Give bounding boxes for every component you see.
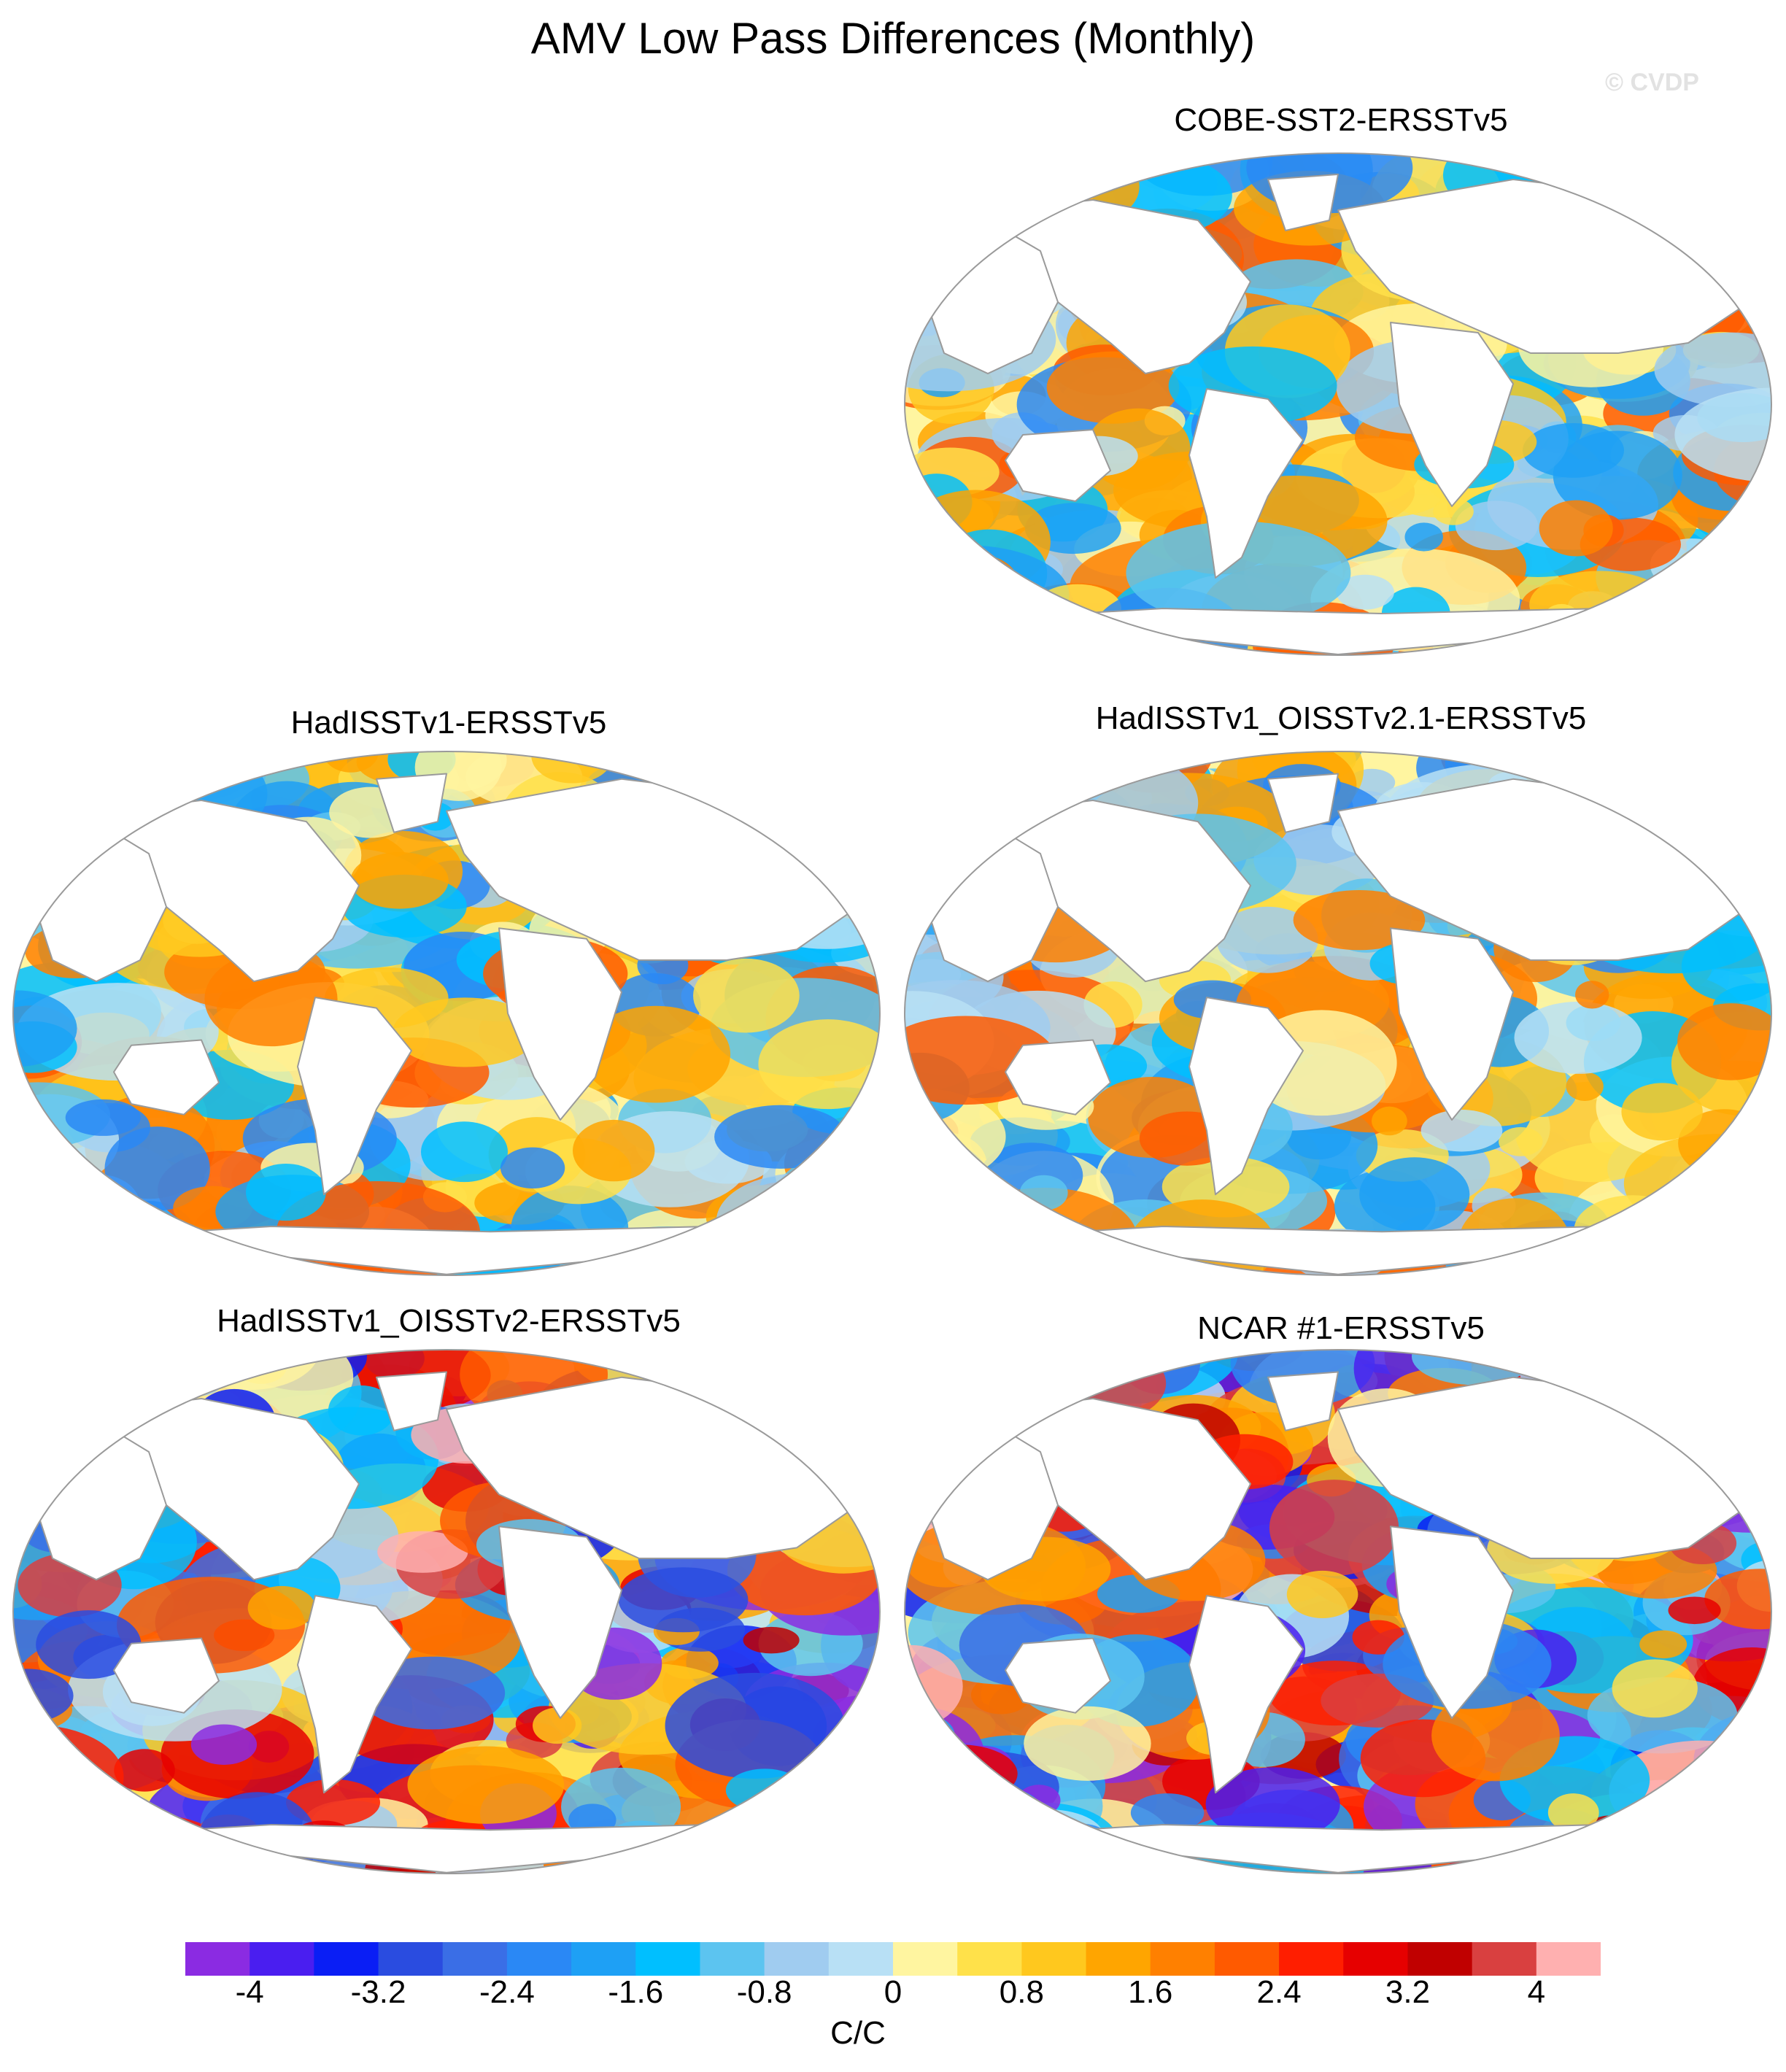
colorbar-swatch [1150,1942,1215,1976]
colorbar-tick-label: -0.8 [736,1974,792,2010]
field-layer [13,751,880,1275]
colorbar-units: C/C [830,2015,886,2051]
colorbar [185,1942,1601,1976]
map-hadoi2 [12,1349,881,1874]
map-frame [12,751,881,1276]
colorbar-tick-label: 1.6 [1128,1974,1173,2010]
colorbar-swatch [635,1942,700,1976]
colorbar-swatch [1279,1942,1344,1976]
colorbar-tick-label: 4 [1527,1974,1546,2010]
colorbar-tick-label: 2.4 [1256,1974,1302,2010]
panel-title-ncar: NCAR #1-ERSSTv5 [1197,1310,1485,1346]
field-layer [905,751,1771,1275]
land-layer [926,773,1750,1275]
colorbar-swatch [1214,1942,1280,1976]
colorbar-swatch [250,1942,314,1976]
map-cobe [904,152,1772,656]
colorbar-swatch [314,1942,379,1976]
colorbar-swatch [957,1942,1022,1976]
colorbar-tick-label: -2.4 [479,1974,535,2010]
colorbar-swatch [828,1942,894,1976]
panel-title-cobe: COBE-SST2-ERSSTv5 [1174,102,1508,138]
map-hadoi21 [904,751,1772,1276]
map-frame [904,152,1772,656]
colorbar-tick-label: -4 [235,1974,264,2010]
field-layer [905,1350,1771,1874]
map-ncar [904,1349,1772,1874]
panel-title-hadoi21: HadISSTv1_OISSTv2.1-ERSSTv5 [1095,700,1587,736]
colorbar-tick-label: 0 [884,1974,902,2010]
colorbar-tick-label: -3.2 [350,1974,406,2010]
map-frame [12,1349,881,1874]
panel-title-hadoi2: HadISSTv1_OISSTv2-ERSSTv5 [217,1303,681,1339]
colorbar-tick-label: -1.6 [608,1974,664,2010]
colorbar-swatch [1343,1942,1408,1976]
colorbar-tick-label: 3.2 [1385,1974,1431,2010]
colorbar-swatch [764,1942,830,1976]
field-layer [13,1350,880,1874]
colorbar-swatch [378,1942,444,1976]
colorbar-swatch [1086,1942,1151,1976]
colorbar-tick-label: 0.8 [999,1974,1044,2010]
colorbar-swatch [1021,1942,1087,1976]
colorbar-swatch [571,1942,636,1976]
colorbar-swatch [1472,1942,1537,1976]
figure-title: AMV Low Pass Differences (Monthly) [530,14,1256,63]
colorbar-swatch [185,1942,250,1976]
colorbar-swatch [442,1942,508,1976]
land-layer [34,773,859,1275]
land-layer [34,1371,859,1874]
colorbar-swatch [506,1942,572,1976]
colorbar-swatch [1536,1942,1601,1976]
field-layer [905,153,1771,655]
colorbar-swatch [700,1942,765,1976]
panel-title-hadisst: HadISSTv1-ERSSTv5 [290,705,607,741]
map-frame [904,751,1772,1276]
colorbar-swatch [893,1942,958,1976]
map-frame [904,1349,1772,1874]
watermark: © CVDP [1605,69,1699,96]
map-hadisst [12,751,881,1276]
colorbar-swatch [1407,1942,1473,1976]
